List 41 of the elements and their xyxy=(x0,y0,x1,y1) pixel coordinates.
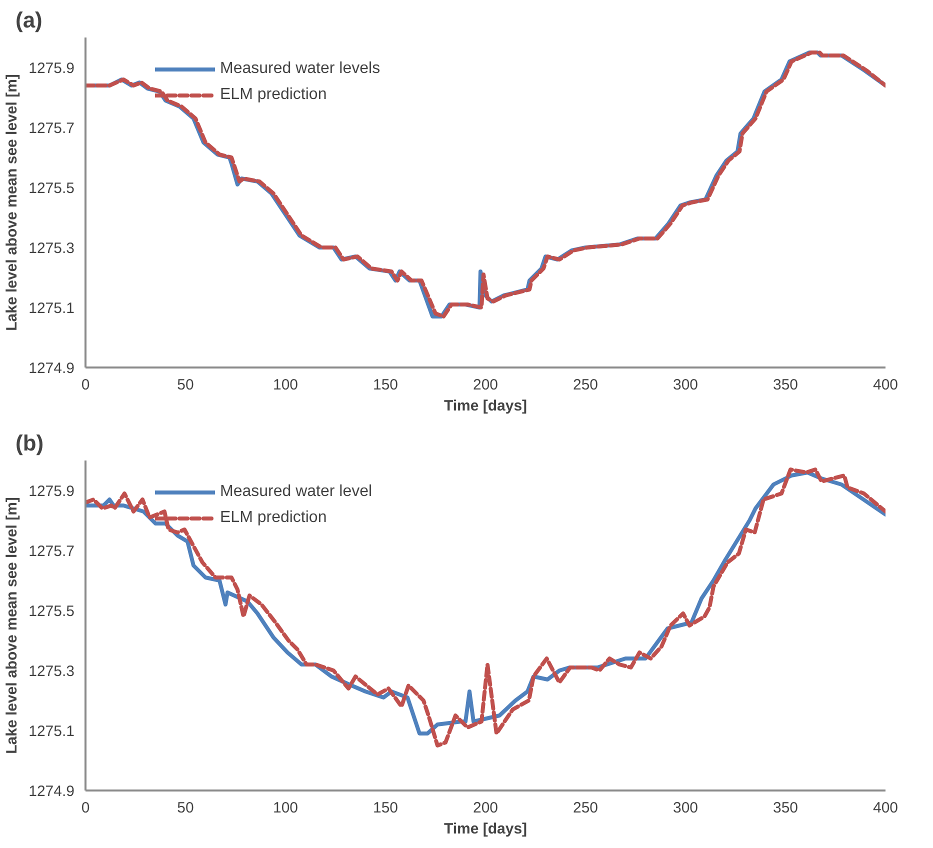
x-tick-label: 50 xyxy=(177,800,194,816)
legend-label: Measured water levels xyxy=(220,60,380,78)
legend-label: Measured water level xyxy=(220,483,372,501)
y-axis-title: Lake level above mean see level [m] xyxy=(4,497,21,754)
x-tick-label: 150 xyxy=(372,800,398,816)
x-tick-label: 0 xyxy=(81,800,90,816)
y-tick-label: 1274.9 xyxy=(28,783,75,800)
x-tick-label: 150 xyxy=(372,376,398,394)
x-tick-label: 400 xyxy=(872,800,898,816)
x-tick-label: 200 xyxy=(472,800,498,816)
chart-title: (a) xyxy=(16,8,42,32)
y-tick-label: 1275.9 xyxy=(28,483,75,500)
y-tick-label: 1275.9 xyxy=(28,60,75,77)
legend-label: ELM prediction xyxy=(220,86,327,104)
x-axis-title: Time [days] xyxy=(444,820,528,838)
x-tick-label: 400 xyxy=(872,376,898,394)
x-tick-label: 250 xyxy=(572,376,598,394)
line-series xyxy=(86,50,886,318)
chart-title: (b) xyxy=(16,430,44,456)
x-tick-label: 100 xyxy=(272,800,298,816)
y-tick-label: 1275.3 xyxy=(28,663,75,680)
x-tick-label: 200 xyxy=(472,376,498,394)
x-tick-label: 0 xyxy=(81,376,90,394)
y-tick-label: 1275.1 xyxy=(28,723,75,740)
y-tick-label: 1275.7 xyxy=(28,120,75,137)
y-tick-label: 1275.1 xyxy=(28,300,75,317)
y-tick-label: 1275.5 xyxy=(28,180,75,197)
x-tick-label: 300 xyxy=(672,376,698,394)
y-tick-label: 1274.9 xyxy=(28,360,75,377)
x-tick-label: 350 xyxy=(772,376,798,394)
x-tick-label: 300 xyxy=(672,800,698,816)
legend-label: ELM prediction xyxy=(220,509,327,527)
x-tick-label: 250 xyxy=(572,800,598,816)
x-tick-label: 50 xyxy=(177,376,194,394)
y-tick-label: 1275.5 xyxy=(28,603,75,620)
y-tick-label: 1275.3 xyxy=(28,240,75,257)
x-axis-title: Time [days] xyxy=(444,398,528,414)
y-tick-label: 1275.7 xyxy=(28,543,75,560)
x-tick-label: 350 xyxy=(772,800,798,816)
y-axis-title: Lake level above mean see level [m] xyxy=(4,74,21,331)
x-tick-label: 100 xyxy=(272,376,298,394)
